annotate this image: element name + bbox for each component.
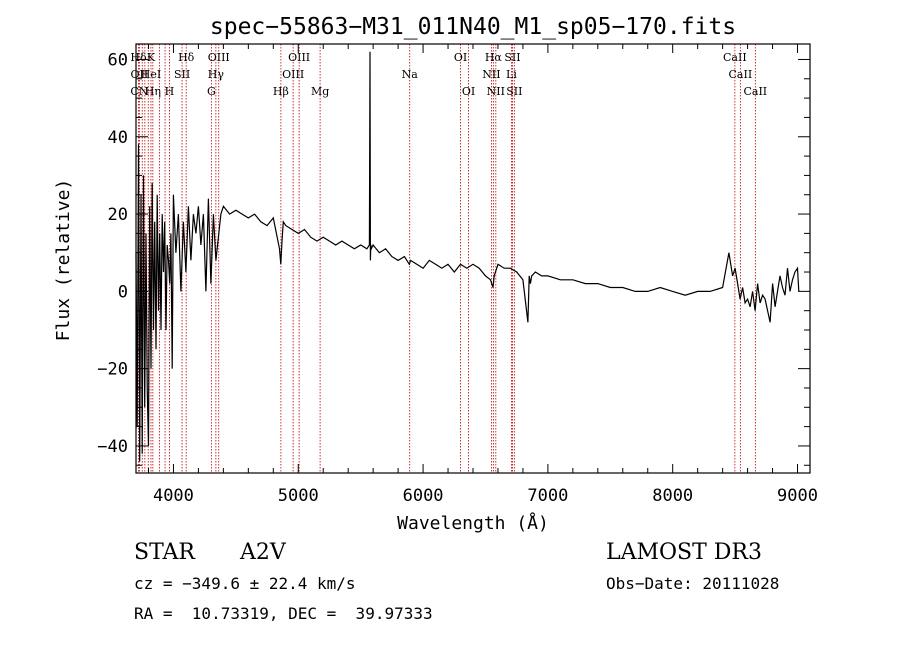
x-tick-label: 6000 [403,486,444,506]
spectrum-line [135,51,800,462]
marker-label: OI [454,51,467,64]
object-subclass: A2V [240,540,286,565]
marker-label: K [147,51,156,64]
marker-label: OIII [208,51,230,64]
y-tick-label: 40 [108,128,128,148]
marker-label: Li [506,68,517,81]
marker-label: Hδ [130,51,147,64]
x-tick-label: 5000 [278,486,319,506]
marker-label: NII [482,68,500,81]
x-axis-ticks: 4000 5000 6000 7000 8000 9000 [147,44,818,506]
marker-label: OII [131,68,149,81]
marker-label: OIII [282,68,304,81]
marker-label: SII [504,51,520,64]
y-axis-label: Flux (relative) [53,179,74,342]
y-axis-ticks: −40 −20 0 20 40 60 [97,50,810,466]
marker-label: Hα [485,51,503,64]
marker-label: Mg [311,85,329,98]
marker-label: NII [487,85,505,98]
marker-label: SII [506,85,522,98]
marker-label: Na [402,68,419,81]
marker-label: CN [130,85,148,98]
x-tick-label: 7000 [527,486,568,506]
marker-label: G [207,85,216,98]
chart-title: spec−55863−M31_011N40_M1_sp05−170.fits [210,14,736,40]
object-class: STAR [134,540,195,565]
marker-label: OIII [288,51,310,64]
marker-label: Hβ [273,85,289,98]
survey-name: LAMOST DR3 [606,540,762,565]
marker-label: OI [462,85,475,98]
marker-lines [138,44,756,473]
marker-label: Hδ [178,51,195,64]
marker-label: SII [174,68,190,81]
redshift-line: cz = −349.6 ± 22.4 km/s [134,574,356,593]
x-axis-label: Wavelength (Å) [397,512,549,534]
y-tick-label: 0 [118,282,128,302]
marker-label: CaII [723,51,747,64]
y-tick-label: 20 [108,205,128,225]
marker-label: Hγ [208,68,225,81]
marker-label: CaII [729,68,753,81]
obs-date: Obs−Date: 20111028 [606,574,780,593]
x-tick-label: 4000 [153,486,194,506]
plot-frame [135,43,811,474]
y-tick-label: 60 [108,50,128,70]
marker-label: HeI [141,68,161,81]
x-tick-label: 9000 [777,486,818,506]
marker-label: H [165,85,175,98]
coordinates-line: RA = 10.73319, DEC = 39.97333 [134,604,433,623]
y-tick-label: −40 [97,437,128,457]
x-tick-label: 8000 [652,486,693,506]
y-tick-label: −20 [97,360,128,380]
marker-label: CaII [743,85,767,98]
marker-label: Hη [145,85,161,98]
